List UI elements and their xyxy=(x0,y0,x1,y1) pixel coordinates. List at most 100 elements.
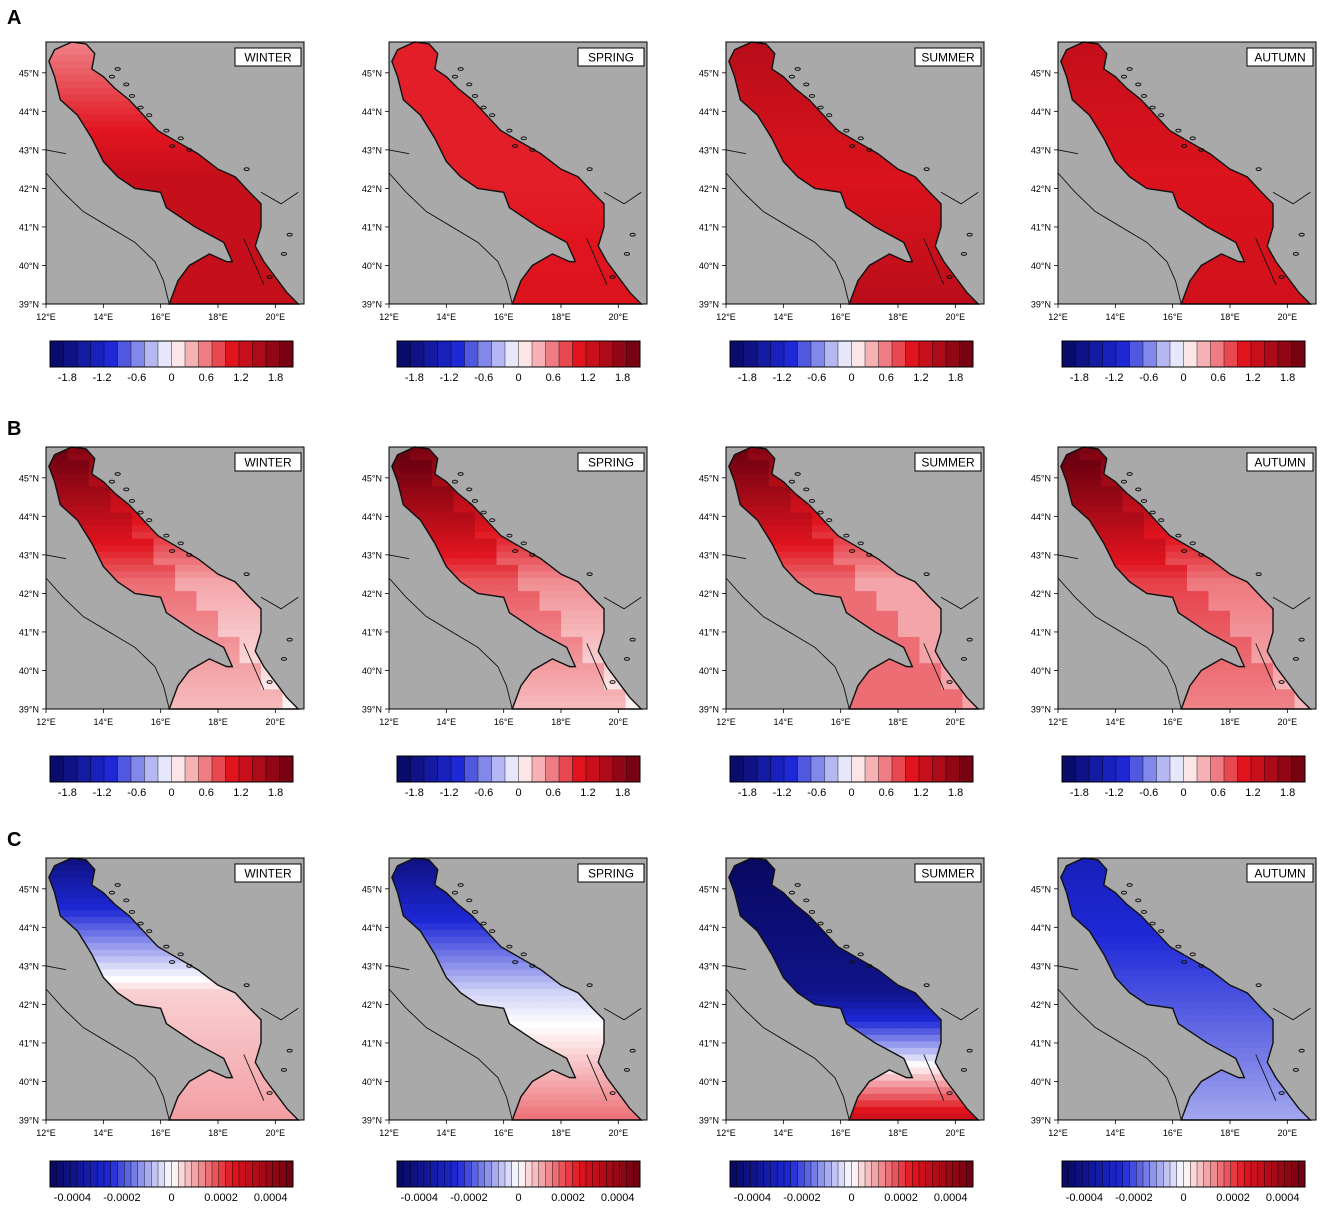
sea-cell xyxy=(747,447,770,455)
lat-tick-label: 40°N xyxy=(1031,261,1051,271)
sea-cell xyxy=(919,682,942,690)
sea-cell xyxy=(1122,159,1145,168)
sea-cell xyxy=(1122,133,1145,141)
lon-tick-label: 18°E xyxy=(1220,312,1240,322)
sea-cell xyxy=(898,578,921,586)
sea-cell xyxy=(582,192,605,200)
sea-cell xyxy=(561,623,584,631)
sea-cell xyxy=(175,962,198,970)
sea-cell xyxy=(582,702,605,709)
sea-cell xyxy=(89,943,112,951)
sea-cell xyxy=(1230,623,1253,631)
sea-cell xyxy=(833,192,856,200)
colorbar-swatch xyxy=(531,340,547,368)
sea-cell xyxy=(410,447,433,455)
sea-cell xyxy=(582,650,605,658)
sea-cell xyxy=(539,623,562,631)
colorbar-swatch xyxy=(49,1160,58,1188)
sea-cell xyxy=(196,205,219,213)
sea-cell xyxy=(1187,689,1210,697)
colorbar-swatch xyxy=(1129,755,1144,783)
sea-cell xyxy=(239,1028,262,1036)
colorbar-tick-label: -1.2 xyxy=(93,787,112,799)
sea-cell xyxy=(833,140,856,148)
sea-cell xyxy=(1208,682,1231,690)
lat-tick-label: 41°N xyxy=(19,1038,39,1048)
sea-cell xyxy=(812,179,835,187)
sea-cell xyxy=(218,284,241,292)
sea-cell xyxy=(518,199,541,207)
island xyxy=(169,549,176,553)
island xyxy=(1149,510,1156,515)
sea-cell xyxy=(539,591,562,599)
sea-cell xyxy=(561,231,584,240)
sea-cell xyxy=(1294,702,1311,709)
sea-cell xyxy=(518,192,541,200)
sea-cell xyxy=(432,512,455,520)
sea-cell xyxy=(1230,702,1253,709)
sea-cell xyxy=(790,578,813,586)
sea-cell xyxy=(604,682,627,690)
sea-cell xyxy=(1273,695,1296,704)
sea-cell xyxy=(539,218,562,226)
island xyxy=(1175,128,1182,133)
sea-cell xyxy=(410,499,433,507)
sea-cell xyxy=(582,676,605,684)
sea-cell xyxy=(833,133,856,141)
colorbar-tick-label: -1.8 xyxy=(1070,787,1089,799)
sea-cell xyxy=(1060,74,1081,82)
sea-cell xyxy=(1165,186,1188,194)
sea-cell xyxy=(962,702,979,709)
sea-cell xyxy=(855,702,878,709)
sea-cell xyxy=(132,166,155,174)
colorbar-swatch xyxy=(151,1160,159,1188)
sea-cell xyxy=(1122,532,1145,540)
sea-cell xyxy=(391,61,412,69)
colorbar-swatch xyxy=(851,340,866,368)
sea-cell xyxy=(196,1074,219,1082)
sea-cell xyxy=(1165,166,1188,174)
colorbar-swatch xyxy=(585,755,601,783)
sea-cell xyxy=(218,218,241,226)
sea-cell xyxy=(89,81,112,89)
sea-cell xyxy=(196,1008,219,1016)
sea-cell xyxy=(391,74,412,82)
sea-cell xyxy=(1122,127,1145,135)
sea-cell xyxy=(453,140,476,148)
sea-cell xyxy=(582,297,605,304)
sea-cell xyxy=(391,473,412,481)
sea-cell xyxy=(153,995,176,1003)
sea-cell xyxy=(855,166,878,174)
sea-cell xyxy=(582,212,605,220)
sea-cell xyxy=(769,505,792,514)
sea-cell xyxy=(1144,120,1167,128)
sea-cell xyxy=(1187,192,1210,200)
sea-cell xyxy=(89,532,112,540)
sea-cell xyxy=(110,558,133,566)
island xyxy=(1198,147,1205,152)
island xyxy=(629,232,636,237)
sea-cell xyxy=(196,212,219,220)
sea-cell xyxy=(1208,179,1231,187)
sea-cell xyxy=(1208,225,1231,233)
sea-cell xyxy=(604,277,627,285)
sea-cell xyxy=(175,558,198,566)
sea-cell xyxy=(475,551,498,559)
sea-cell xyxy=(1144,525,1167,533)
lon-tick-label: 20°E xyxy=(266,1128,286,1138)
sea-cell xyxy=(175,159,198,168)
sea-cell xyxy=(1144,545,1167,553)
sea-cell xyxy=(175,1008,198,1016)
colorbar-swatch xyxy=(184,755,200,783)
colorbar-swatch xyxy=(1102,755,1117,783)
sea-cell xyxy=(496,179,519,187)
season-label: SPRING xyxy=(588,456,634,470)
colorbar-tick-label: 0.6 xyxy=(879,787,894,799)
sea-cell xyxy=(582,597,605,605)
sea-cell xyxy=(1122,551,1145,559)
sea-cell xyxy=(218,297,241,304)
lat-tick-label: 44°N xyxy=(1031,512,1051,522)
colorbar-swatch xyxy=(252,340,267,368)
sea-cell xyxy=(175,982,198,990)
sea-cell xyxy=(561,212,584,220)
